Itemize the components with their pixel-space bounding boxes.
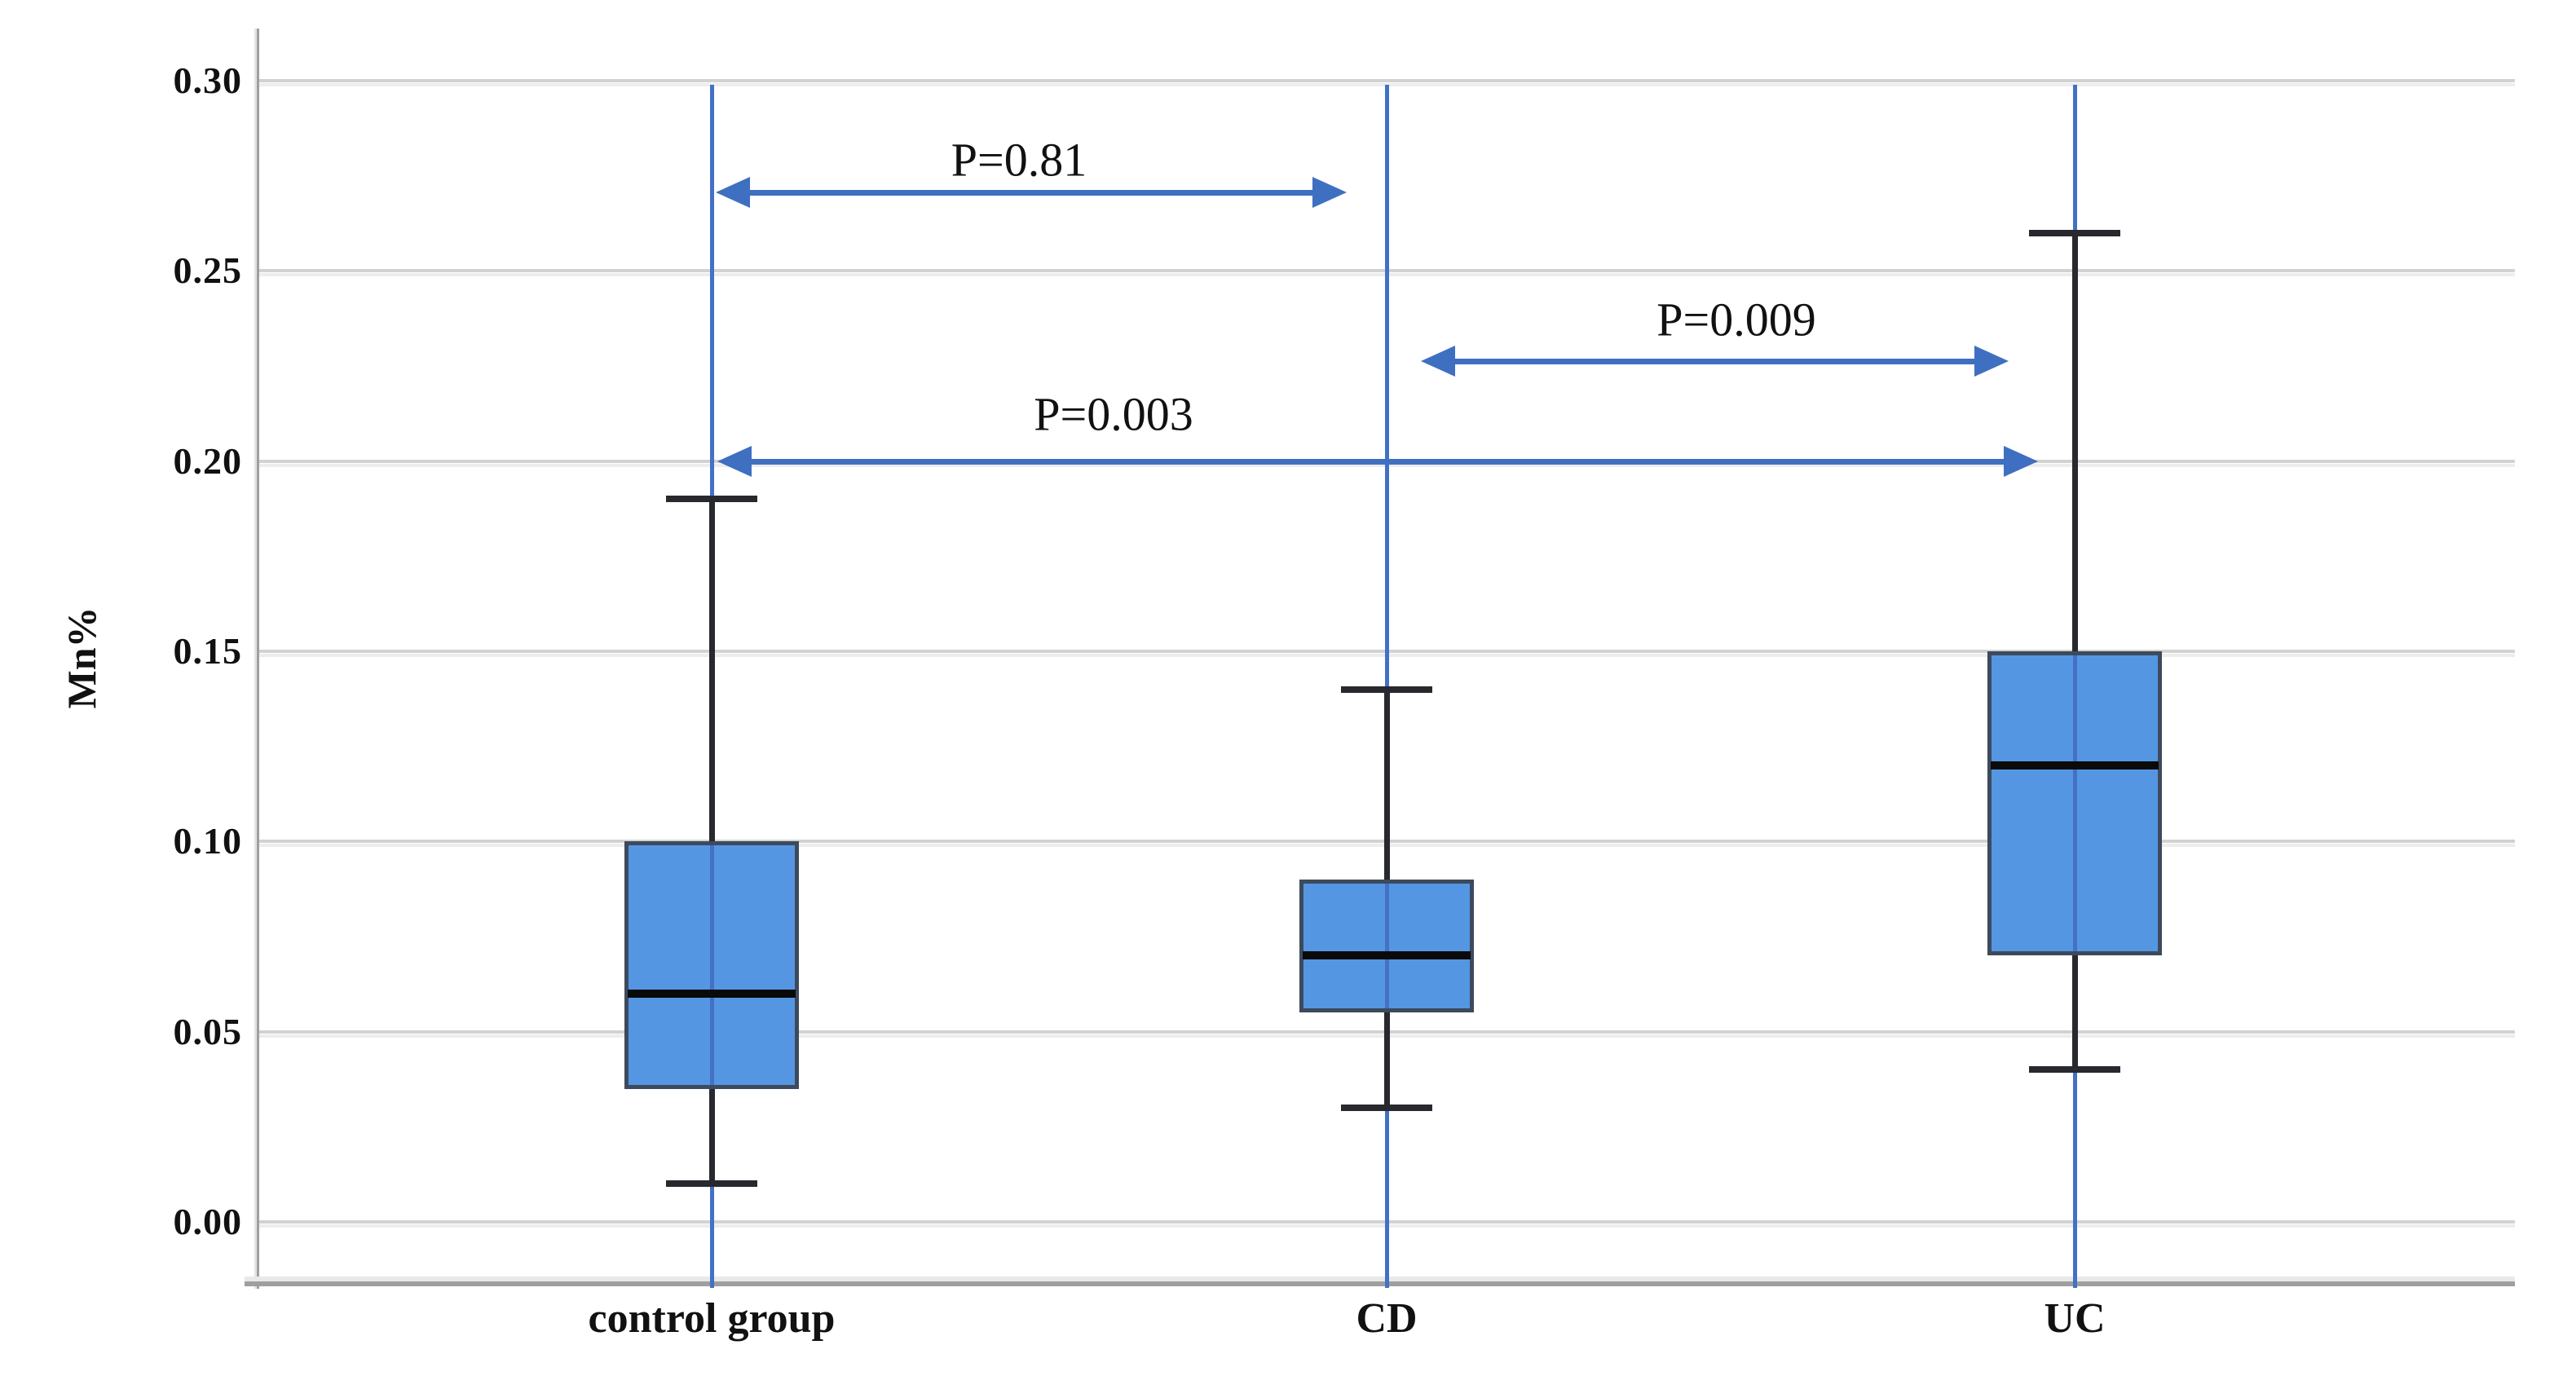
p-value-arrow: [1449, 359, 1981, 364]
box-outline: [1987, 650, 2162, 956]
median-line: [628, 989, 796, 998]
arrowhead-right-icon: [2004, 446, 2038, 477]
y-tick-label: 0.15: [173, 629, 242, 672]
arrowhead-left-icon: [717, 446, 752, 477]
p-value-arrow: [743, 190, 1319, 196]
y-tick-label: 0.05: [173, 1010, 242, 1052]
lower-whisker-cap: [666, 1180, 757, 1188]
category-reference-line: [2073, 85, 2077, 1288]
upper-whisker-cap: [666, 496, 757, 503]
y-tick-label: 0.10: [173, 820, 242, 862]
x-axis-line: [245, 1281, 2515, 1286]
upper-whisker-cap: [2029, 229, 2120, 236]
lower-whisker-cap: [2029, 1066, 2120, 1074]
x-category-label: UC: [2044, 1295, 2106, 1342]
median-line: [1991, 761, 2159, 769]
median-line: [1303, 951, 1471, 960]
lower-whisker: [1384, 1012, 1390, 1108]
upper-whisker: [2072, 232, 2078, 651]
p-value-arrow: [745, 459, 2010, 465]
p-value-label: P=0.003: [1034, 387, 1193, 441]
y-tick-label: 0.30: [173, 59, 242, 101]
arrowhead-left-icon: [716, 177, 750, 208]
gridline: [257, 78, 2515, 82]
box-outline: [1299, 879, 1474, 1013]
upper-whisker-cap: [1341, 686, 1432, 693]
x-category-label: CD: [1356, 1295, 1418, 1342]
y-tick-label: 0.00: [173, 1201, 242, 1242]
lower-whisker-cap: [1341, 1104, 1432, 1111]
box-outline: [624, 841, 799, 1089]
arrowhead-left-icon: [1421, 346, 1455, 377]
y-axis-line: [254, 29, 259, 1289]
x-category-label: control group: [588, 1295, 836, 1342]
arrowhead-right-icon: [1312, 177, 1347, 208]
upper-whisker: [1384, 689, 1390, 880]
arrowhead-right-icon: [1974, 346, 2009, 377]
p-value-label: P=0.81: [951, 133, 1087, 187]
y-tick-label: 0.25: [173, 249, 242, 292]
p-value-label: P=0.009: [1656, 293, 1816, 346]
y-tick-label: 0.20: [173, 439, 242, 482]
lower-whisker: [709, 1088, 715, 1184]
upper-whisker: [709, 499, 715, 842]
lower-whisker: [2072, 955, 2078, 1070]
